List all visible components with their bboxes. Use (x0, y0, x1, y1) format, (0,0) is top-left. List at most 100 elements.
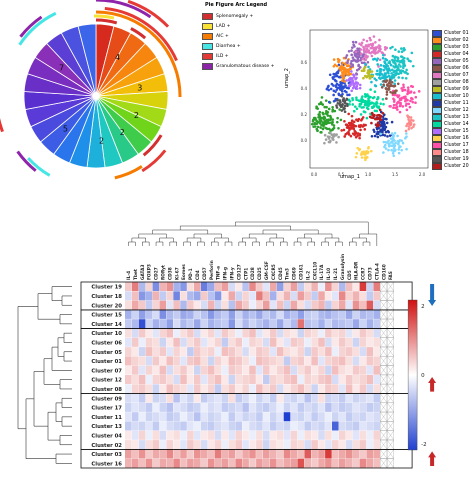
umap-point (360, 41, 364, 45)
heatmap-cell (131, 440, 139, 450)
umap-point (344, 132, 347, 136)
heatmap-cell (256, 384, 263, 394)
heatmap-cell (207, 393, 215, 403)
umap-point (341, 92, 344, 96)
heatmap-hatch (387, 384, 394, 394)
pie-legend-item: Granulomatous disease + (202, 61, 302, 71)
umap-point (412, 91, 416, 94)
umap-point (353, 74, 356, 77)
umap-xlabel: umap_1 (340, 174, 360, 180)
umap-point (368, 77, 372, 80)
umap-point (368, 74, 372, 77)
heatmap-cell (207, 337, 215, 347)
umap-legend-label: Cluster 13 (444, 115, 469, 120)
umap-point (377, 49, 380, 53)
heatmap-cell (138, 300, 146, 310)
heatmap-cell (338, 393, 346, 403)
umap-point (381, 133, 385, 137)
umap-point (385, 58, 389, 62)
heatmap-cell (283, 458, 291, 468)
heatmap-hatch (380, 458, 388, 468)
umap-point (396, 56, 399, 59)
heatmap-cell (366, 375, 374, 384)
umap-point (377, 113, 380, 117)
heatmap-cell (152, 365, 160, 375)
heatmap-hatch (387, 356, 394, 366)
umap-point (375, 72, 378, 76)
heatmap-cell (256, 458, 263, 468)
heatmap-cell (228, 365, 236, 375)
umap-x-tick: 1.0 (365, 172, 372, 177)
heatmap-column-label: CD69 (292, 267, 298, 280)
heatmap-cell (200, 412, 208, 422)
umap-point (339, 118, 343, 122)
heatmap-cell (173, 365, 180, 375)
heatmap-cell (345, 393, 353, 403)
heatmap-cell (145, 300, 153, 310)
pie-slices (23, 23, 169, 169)
heatmap-cell (338, 421, 346, 431)
umap-point (328, 140, 332, 144)
heatmap-cell (180, 337, 187, 347)
umap-point (328, 127, 331, 131)
umap-point (358, 136, 361, 140)
heatmap-row-label: Cluster 17 (91, 406, 122, 412)
heatmap-cell (173, 347, 180, 357)
heatmap-row-label: Cluster 03 (91, 452, 122, 458)
heatmap-cell (242, 375, 249, 384)
heatmap-cell (338, 282, 346, 291)
pie-arc-legend-items: Splenomegaly + LAD + AIC + Diarrhea + ILD + G… (202, 11, 302, 71)
umap-point (345, 90, 348, 94)
umap-point (407, 102, 411, 106)
umap-ylabel: umap_2 (284, 68, 290, 88)
heatmap-cell (359, 291, 367, 301)
umap-point (335, 88, 339, 91)
heatmap-cell (235, 282, 242, 291)
heatmap-cell (338, 337, 346, 347)
umap-point (397, 68, 400, 72)
heatmap-cell (221, 458, 229, 468)
heatmap-cell (214, 319, 222, 329)
umap-point (342, 74, 346, 77)
heatmap-row-label: Cluster 13 (91, 424, 122, 430)
heatmap-cell (304, 328, 311, 338)
heatmap-cell (214, 458, 222, 468)
heatmap-cell (297, 458, 305, 468)
heatmap-cell (242, 421, 249, 431)
umap-point (346, 64, 349, 67)
heatmap-cell (166, 300, 173, 310)
heatmap-cell (152, 328, 160, 338)
heatmap-cell (359, 421, 367, 431)
heatmap-cell (325, 347, 332, 357)
heatmap-row-label: Cluster 10 (91, 331, 122, 337)
heatmap-cell (338, 384, 346, 394)
umap-point (377, 130, 380, 134)
umap-legend-label: Cluster 05 (444, 59, 469, 64)
heatmap-cell (173, 412, 180, 422)
heatmap-cell (352, 449, 360, 459)
umap-legend-swatch (432, 86, 442, 93)
umap-point (396, 101, 400, 104)
heatmap-cell (290, 440, 298, 450)
pie-legend-swatch (202, 22, 213, 30)
heatmap-column-label: CD5 (347, 270, 353, 280)
heatmap-cell (138, 412, 146, 422)
umap-point (345, 123, 349, 127)
heatmap-cell (338, 430, 346, 440)
heatmap-cell (221, 319, 229, 329)
heatmap-cell (125, 282, 132, 291)
umap-point (357, 125, 361, 128)
pie-legend-swatch (202, 32, 213, 40)
heatmap-cell (200, 375, 208, 384)
umap-legend-swatch (432, 128, 442, 135)
umap-point (318, 118, 321, 121)
heatmap-column-label: CCR7 (361, 267, 367, 280)
umap-point (353, 105, 357, 108)
umap-legend-swatch (432, 93, 442, 100)
heatmap-cell (345, 328, 353, 338)
heatmap-column-label: Tim3 (285, 268, 291, 280)
umap-cluster-legend: Cluster 01 Cluster 02 Cluster 03 Cluster 04… (432, 30, 472, 170)
umap-point (390, 132, 394, 135)
umap-point (344, 68, 348, 71)
heatmap-cell (249, 412, 256, 422)
